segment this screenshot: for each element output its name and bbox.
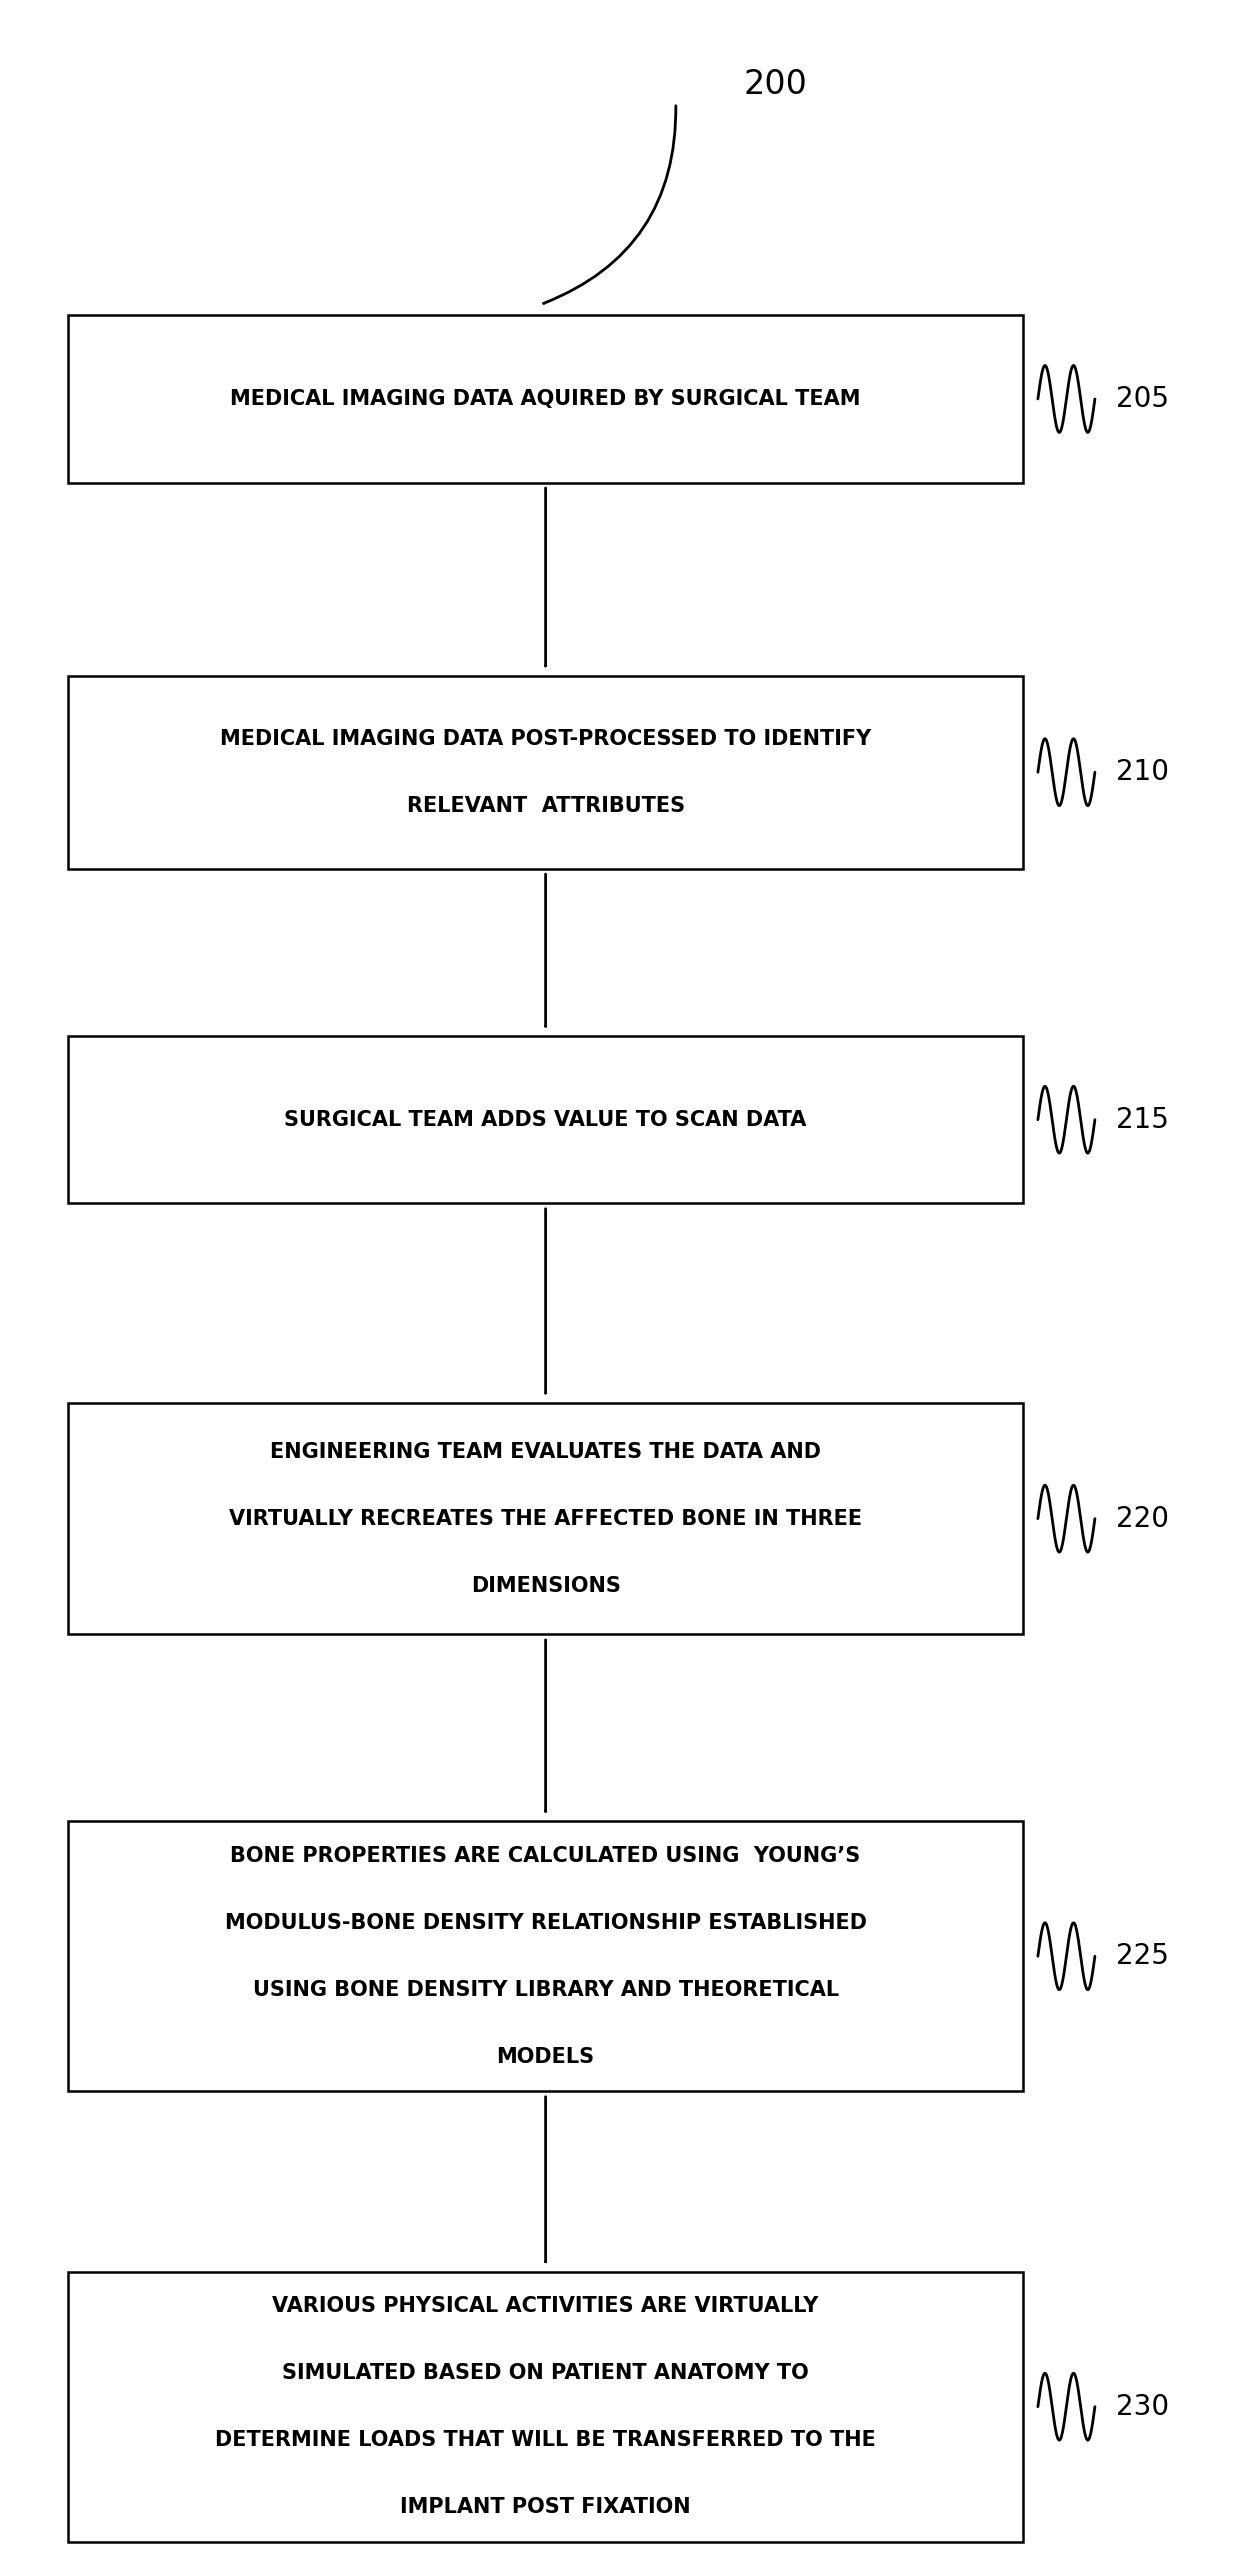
Bar <box>68 677 1023 870</box>
Text: MEDICAL IMAGING DATA AQUIRED BY SURGICAL TEAM: MEDICAL IMAGING DATA AQUIRED BY SURGICAL… <box>231 389 861 409</box>
Bar <box>68 317 1023 484</box>
Text: DETERMINE LOADS THAT WILL BE TRANSFERRED TO THE: DETERMINE LOADS THAT WILL BE TRANSFERRED… <box>216 2430 875 2450</box>
Text: MODELS: MODELS <box>496 2046 595 2067</box>
Text: BONE PROPERTIES ARE CALCULATED USING  YOUNG’S: BONE PROPERTIES ARE CALCULATED USING YOU… <box>231 1846 861 1866</box>
Text: 200: 200 <box>744 69 808 100</box>
Text: IMPLANT POST FIXATION: IMPLANT POST FIXATION <box>401 2497 691 2517</box>
Text: MEDICAL IMAGING DATA POST-PROCESSED TO IDENTIFY: MEDICAL IMAGING DATA POST-PROCESSED TO I… <box>219 728 872 749</box>
Text: 205: 205 <box>1116 386 1169 412</box>
Bar <box>68 2273 1023 2543</box>
Text: 225: 225 <box>1116 1943 1169 1969</box>
Text: DIMENSIONS: DIMENSIONS <box>471 1575 620 1596</box>
Text: 210: 210 <box>1116 759 1169 785</box>
Text: ENGINEERING TEAM EVALUATES THE DATA AND: ENGINEERING TEAM EVALUATES THE DATA AND <box>270 1441 821 1462</box>
Text: SURGICAL TEAM ADDS VALUE TO SCAN DATA: SURGICAL TEAM ADDS VALUE TO SCAN DATA <box>284 1109 807 1130</box>
Bar <box>68 1403 1023 1634</box>
Bar <box>68 1822 1023 2090</box>
Text: MODULUS-BONE DENSITY RELATIONSHIP ESTABLISHED: MODULUS-BONE DENSITY RELATIONSHIP ESTABL… <box>224 1912 867 1933</box>
Text: 215: 215 <box>1116 1107 1169 1133</box>
Text: 230: 230 <box>1116 2394 1169 2420</box>
Text: VARIOUS PHYSICAL ACTIVITIES ARE VIRTUALLY: VARIOUS PHYSICAL ACTIVITIES ARE VIRTUALL… <box>273 2296 818 2317</box>
Text: 220: 220 <box>1116 1506 1169 1532</box>
FancyArrowPatch shape <box>543 106 676 304</box>
Text: USING BONE DENSITY LIBRARY AND THEORETICAL: USING BONE DENSITY LIBRARY AND THEORETIC… <box>253 1979 838 2000</box>
Text: RELEVANT  ATTRIBUTES: RELEVANT ATTRIBUTES <box>407 795 684 816</box>
Text: VIRTUALLY RECREATES THE AFFECTED BONE IN THREE: VIRTUALLY RECREATES THE AFFECTED BONE IN… <box>229 1508 862 1529</box>
Text: SIMULATED BASED ON PATIENT ANATOMY TO: SIMULATED BASED ON PATIENT ANATOMY TO <box>283 2363 808 2384</box>
Bar <box>68 1037 1023 1205</box>
